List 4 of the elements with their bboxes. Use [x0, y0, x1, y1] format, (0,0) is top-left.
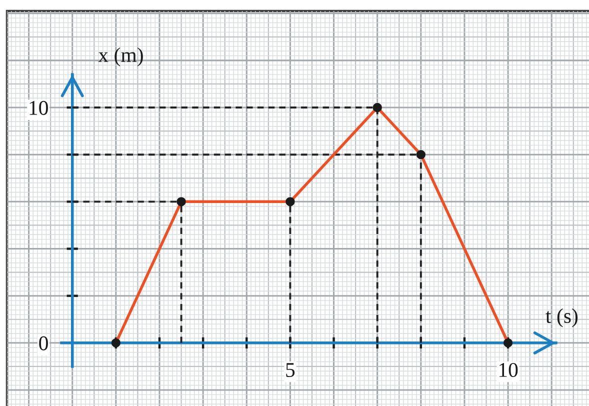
x-tick-label: 5	[286, 363, 295, 378]
y-axis-title: x (m)	[98, 47, 143, 66]
y-tick-label: 0	[39, 336, 48, 350]
x-axis-title: t (s)	[546, 308, 578, 328]
